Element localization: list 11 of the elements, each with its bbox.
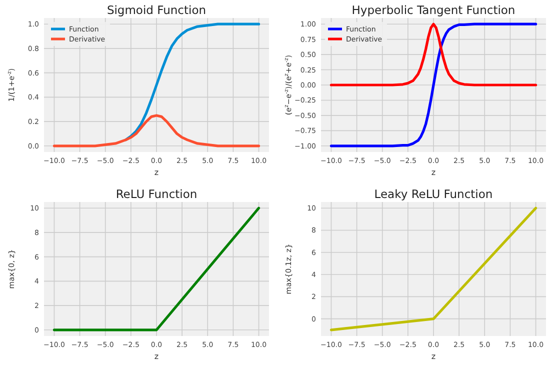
line-series <box>52 114 260 148</box>
x-axis-title: z <box>154 352 159 361</box>
chart-title: ReLU Function <box>116 187 198 201</box>
x-axis-title: z <box>431 168 436 177</box>
chart-title: Hyperbolic Tangent Function <box>352 3 516 17</box>
x-axis-title: z <box>154 168 159 177</box>
chart-title: Leaky ReLU Function <box>374 187 493 201</box>
line-series <box>330 22 538 148</box>
chart-title: Sigmoid Function <box>106 3 206 17</box>
line-series <box>330 22 538 86</box>
x-axis-title: z <box>431 352 436 361</box>
